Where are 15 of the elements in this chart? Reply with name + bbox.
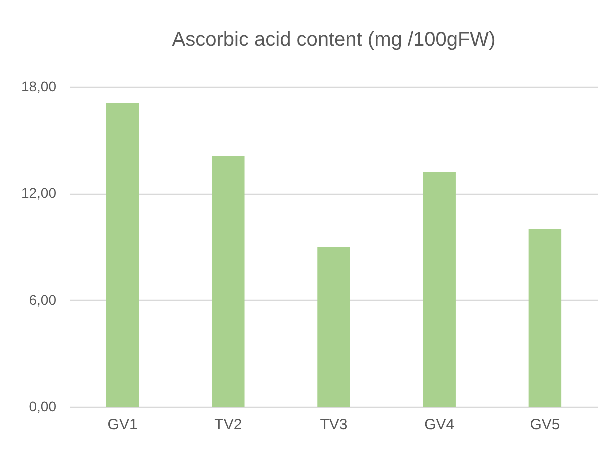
y-tick-label: 0,00 — [29, 398, 57, 414]
y-tick-label: 6,00 — [29, 292, 57, 308]
bar — [106, 103, 140, 407]
x-tick-label: GV1 — [108, 416, 138, 434]
x-tick-label: TV3 — [320, 416, 348, 434]
chart-title: Ascorbic acid content (mg /100gFW) — [172, 29, 496, 51]
x-tick-label: GV4 — [424, 416, 455, 434]
y-tick-label: 18,00 — [21, 78, 57, 94]
bar — [212, 156, 245, 407]
bar — [423, 172, 456, 407]
bar — [528, 229, 562, 407]
bar — [318, 247, 350, 407]
x-tick-label: TV2 — [214, 416, 242, 434]
x-tick-label: GV5 — [530, 416, 560, 434]
y-tick-label: 12,00 — [21, 185, 57, 202]
